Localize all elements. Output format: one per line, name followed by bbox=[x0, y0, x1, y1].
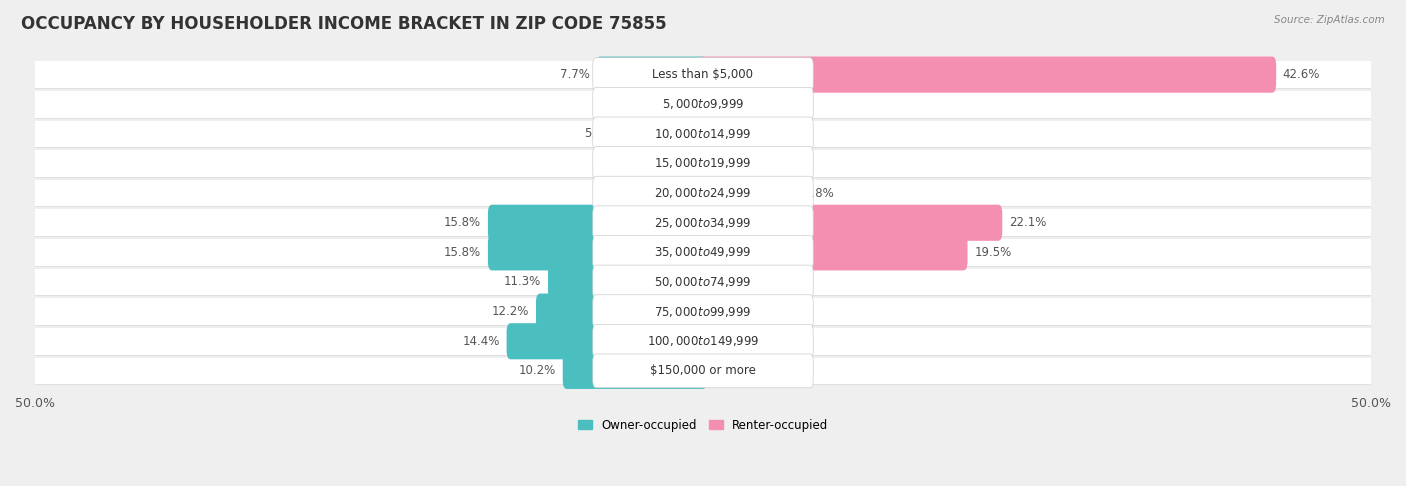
Text: Less than $5,000: Less than $5,000 bbox=[652, 68, 754, 81]
Text: Source: ZipAtlas.com: Source: ZipAtlas.com bbox=[1274, 15, 1385, 25]
Text: 1.1%: 1.1% bbox=[728, 276, 758, 289]
FancyBboxPatch shape bbox=[593, 265, 813, 299]
FancyBboxPatch shape bbox=[8, 150, 1398, 177]
Text: 0.53%: 0.53% bbox=[721, 98, 758, 111]
Text: $150,000 or more: $150,000 or more bbox=[650, 364, 756, 377]
FancyBboxPatch shape bbox=[686, 175, 707, 211]
Text: 14.4%: 14.4% bbox=[463, 335, 501, 348]
FancyBboxPatch shape bbox=[699, 205, 1002, 241]
FancyBboxPatch shape bbox=[8, 358, 1398, 384]
FancyBboxPatch shape bbox=[8, 269, 1398, 295]
FancyBboxPatch shape bbox=[8, 239, 1398, 266]
FancyBboxPatch shape bbox=[640, 145, 707, 182]
FancyBboxPatch shape bbox=[8, 91, 1398, 118]
Text: 22.1%: 22.1% bbox=[1010, 216, 1046, 229]
FancyBboxPatch shape bbox=[682, 86, 707, 122]
FancyBboxPatch shape bbox=[593, 147, 813, 180]
Text: 4.4%: 4.4% bbox=[603, 157, 634, 170]
Text: 7.7%: 7.7% bbox=[560, 68, 589, 81]
Text: OCCUPANCY BY HOUSEHOLDER INCOME BRACKET IN ZIP CODE 75855: OCCUPANCY BY HOUSEHOLDER INCOME BRACKET … bbox=[21, 15, 666, 33]
Text: 1.0%: 1.0% bbox=[650, 187, 679, 200]
FancyBboxPatch shape bbox=[699, 294, 763, 330]
FancyBboxPatch shape bbox=[488, 205, 707, 241]
Text: 4.2%: 4.2% bbox=[770, 305, 800, 318]
Text: 19.5%: 19.5% bbox=[974, 246, 1011, 259]
FancyBboxPatch shape bbox=[8, 121, 1398, 147]
FancyBboxPatch shape bbox=[8, 298, 1398, 325]
Text: 3.2%: 3.2% bbox=[756, 157, 786, 170]
Text: 15.8%: 15.8% bbox=[444, 216, 481, 229]
FancyBboxPatch shape bbox=[593, 206, 813, 240]
FancyBboxPatch shape bbox=[699, 175, 797, 211]
Text: $15,000 to $19,999: $15,000 to $19,999 bbox=[654, 156, 752, 171]
Text: $20,000 to $24,999: $20,000 to $24,999 bbox=[654, 186, 752, 200]
Text: $50,000 to $74,999: $50,000 to $74,999 bbox=[654, 275, 752, 289]
Text: 15.8%: 15.8% bbox=[444, 246, 481, 259]
FancyBboxPatch shape bbox=[548, 264, 707, 300]
FancyBboxPatch shape bbox=[593, 87, 813, 121]
FancyBboxPatch shape bbox=[699, 86, 714, 122]
Text: 12.2%: 12.2% bbox=[492, 305, 529, 318]
FancyBboxPatch shape bbox=[593, 354, 813, 388]
FancyBboxPatch shape bbox=[506, 323, 707, 359]
FancyBboxPatch shape bbox=[8, 61, 1398, 88]
FancyBboxPatch shape bbox=[488, 234, 707, 270]
Text: 42.6%: 42.6% bbox=[1282, 68, 1320, 81]
FancyBboxPatch shape bbox=[596, 56, 707, 93]
Text: $25,000 to $34,999: $25,000 to $34,999 bbox=[654, 216, 752, 230]
Text: 6.8%: 6.8% bbox=[804, 187, 834, 200]
Text: 0.0%: 0.0% bbox=[714, 335, 744, 348]
Text: 0.0%: 0.0% bbox=[714, 127, 744, 140]
FancyBboxPatch shape bbox=[699, 56, 1277, 93]
Text: $100,000 to $149,999: $100,000 to $149,999 bbox=[647, 334, 759, 348]
Text: 10.2%: 10.2% bbox=[519, 364, 555, 377]
FancyBboxPatch shape bbox=[8, 209, 1398, 236]
FancyBboxPatch shape bbox=[593, 176, 813, 210]
FancyBboxPatch shape bbox=[8, 180, 1398, 207]
FancyBboxPatch shape bbox=[8, 328, 1398, 355]
Text: $75,000 to $99,999: $75,000 to $99,999 bbox=[654, 305, 752, 319]
FancyBboxPatch shape bbox=[699, 264, 721, 300]
Text: $35,000 to $49,999: $35,000 to $49,999 bbox=[654, 245, 752, 260]
Text: $10,000 to $14,999: $10,000 to $14,999 bbox=[654, 127, 752, 141]
FancyBboxPatch shape bbox=[593, 117, 813, 151]
FancyBboxPatch shape bbox=[593, 236, 813, 269]
Legend: Owner-occupied, Renter-occupied: Owner-occupied, Renter-occupied bbox=[572, 414, 834, 436]
FancyBboxPatch shape bbox=[593, 58, 813, 91]
Text: $5,000 to $9,999: $5,000 to $9,999 bbox=[662, 97, 744, 111]
FancyBboxPatch shape bbox=[562, 353, 707, 389]
Text: 5.9%: 5.9% bbox=[583, 127, 613, 140]
FancyBboxPatch shape bbox=[593, 324, 813, 358]
Text: 1.3%: 1.3% bbox=[645, 98, 675, 111]
FancyBboxPatch shape bbox=[699, 145, 749, 182]
FancyBboxPatch shape bbox=[593, 295, 813, 329]
FancyBboxPatch shape bbox=[620, 116, 707, 152]
FancyBboxPatch shape bbox=[536, 294, 707, 330]
FancyBboxPatch shape bbox=[699, 234, 967, 270]
Text: 11.3%: 11.3% bbox=[505, 276, 541, 289]
Text: 0.0%: 0.0% bbox=[714, 364, 744, 377]
